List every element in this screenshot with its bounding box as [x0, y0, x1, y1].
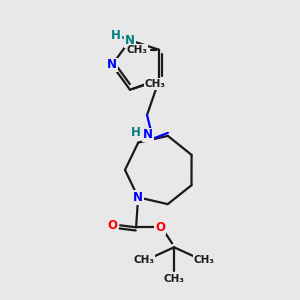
- Text: O: O: [155, 221, 165, 234]
- Text: N: N: [107, 58, 117, 71]
- Text: CH₃: CH₃: [164, 274, 184, 284]
- Text: CH₃: CH₃: [145, 79, 166, 89]
- Text: CH₃: CH₃: [134, 255, 154, 265]
- Text: N: N: [143, 128, 153, 142]
- Text: H: H: [111, 29, 121, 42]
- Text: CH₃: CH₃: [127, 45, 148, 55]
- Text: O: O: [107, 219, 117, 232]
- Text: CH₃: CH₃: [194, 255, 214, 265]
- Text: H: H: [131, 127, 141, 140]
- Text: N: N: [133, 191, 143, 204]
- Text: N: N: [125, 34, 135, 47]
